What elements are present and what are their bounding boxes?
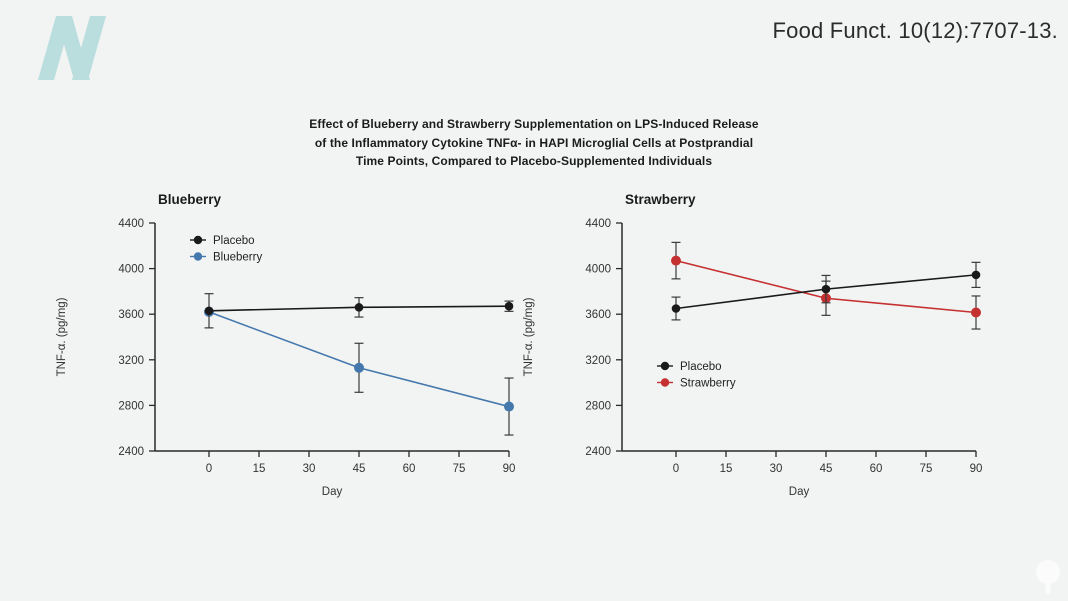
svg-text:90: 90 bbox=[503, 463, 516, 475]
svg-text:15: 15 bbox=[720, 463, 733, 475]
svg-text:3200: 3200 bbox=[118, 355, 144, 367]
svg-text:Placebo: Placebo bbox=[680, 361, 722, 373]
series-placebo bbox=[671, 261, 981, 321]
svg-text:90: 90 bbox=[970, 463, 983, 475]
svg-text:Blueberry: Blueberry bbox=[158, 192, 222, 207]
y-axis-label: TNF-α. (pg/mg) bbox=[523, 297, 535, 376]
svg-text:2400: 2400 bbox=[118, 446, 144, 458]
svg-text:15: 15 bbox=[253, 463, 266, 475]
svg-text:60: 60 bbox=[403, 463, 416, 475]
svg-text:Placebo: Placebo bbox=[213, 235, 255, 247]
watermark-tree-icon bbox=[1036, 560, 1060, 594]
figure-title-line-1: Effect of Blueberry and Strawberry Suppl… bbox=[309, 117, 759, 131]
svg-text:Strawberry: Strawberry bbox=[680, 378, 736, 390]
legend: Placebo Blueberry bbox=[190, 235, 262, 264]
svg-text:4000: 4000 bbox=[585, 264, 611, 276]
svg-text:75: 75 bbox=[453, 463, 466, 475]
series-placebo bbox=[204, 293, 514, 329]
chart-title: Strawberry bbox=[625, 192, 696, 207]
citation-text: Food Funct. 10(12):7707-13. bbox=[772, 18, 1058, 43]
svg-text:75: 75 bbox=[920, 463, 933, 475]
svg-text:Strawberry: Strawberry bbox=[625, 192, 696, 207]
svg-text:4000: 4000 bbox=[118, 264, 144, 276]
nutritionfacts-logo-icon bbox=[38, 16, 106, 80]
figure-title-line-3: Time Points, Compared to Placebo-Supplem… bbox=[355, 154, 713, 168]
figure-title-line-2: of the Inflammatory Cytokine TNFα- in HA… bbox=[314, 135, 754, 150]
blueberry-chart: Blueberry 2400 2800 3200 3600 4000 4400 0 15 30 45… bbox=[56, 192, 515, 498]
svg-text:30: 30 bbox=[770, 463, 783, 475]
series-blueberry bbox=[204, 306, 514, 436]
figure-title: Effect of Blueberry and Strawberry Suppl… bbox=[0, 115, 1068, 171]
svg-text:0: 0 bbox=[673, 463, 679, 475]
legend: Placebo Strawberry bbox=[657, 361, 736, 390]
svg-text:30: 30 bbox=[303, 463, 316, 475]
svg-text:4400: 4400 bbox=[585, 218, 611, 230]
svg-text:45: 45 bbox=[353, 463, 366, 475]
svg-text:2800: 2800 bbox=[585, 400, 611, 412]
svg-text:3600: 3600 bbox=[118, 309, 144, 321]
x-axis-label: Day bbox=[322, 486, 343, 498]
strawberry-chart: Strawberry 2400 2800 3200 3600 4000 4400 0 15 30 4… bbox=[523, 192, 982, 498]
y-axis-label: TNF-α. (pg/mg) bbox=[56, 297, 68, 376]
svg-text:3200: 3200 bbox=[585, 355, 611, 367]
svg-text:2800: 2800 bbox=[118, 400, 144, 412]
svg-text:3600: 3600 bbox=[585, 309, 611, 321]
svg-text:Blueberry: Blueberry bbox=[213, 252, 262, 264]
axes: 2400 2800 3200 3600 4000 4400 0 15 30 45 60 75 90 bbox=[585, 218, 982, 475]
svg-text:60: 60 bbox=[870, 463, 883, 475]
chart-title: Blueberry bbox=[158, 192, 222, 207]
axes: 2400 2800 3200 3600 4000 4400 0 15 30 45 60 75 90 bbox=[118, 218, 515, 475]
svg-text:4400: 4400 bbox=[118, 218, 144, 230]
svg-text:0: 0 bbox=[206, 463, 212, 475]
svg-text:45: 45 bbox=[820, 463, 833, 475]
x-axis-label: Day bbox=[789, 486, 810, 498]
svg-text:2400: 2400 bbox=[585, 446, 611, 458]
